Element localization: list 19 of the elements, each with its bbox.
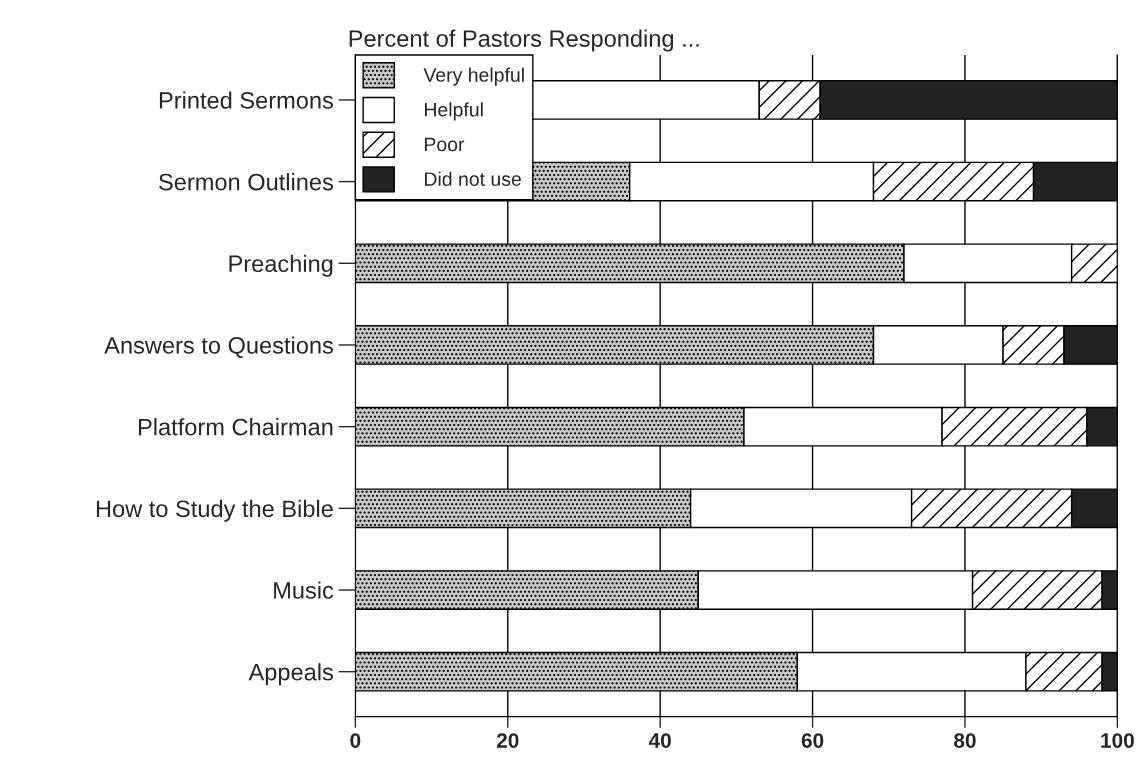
- legend-label: Did not use: [425, 171, 521, 186]
- legend-label: Helpful: [425, 102, 483, 121]
- y-tick-label: Music: [274, 581, 334, 599]
- y-tick-label: Answers to Questions: [104, 336, 333, 358]
- y-tick-label: Platform Chairman: [138, 418, 333, 436]
- legend-label: Very helpful: [423, 67, 524, 86]
- x-tick-label: 40: [648, 733, 671, 748]
- x-tick-label: 0: [350, 733, 361, 748]
- y-tick-label: Printed Sermons: [159, 91, 333, 109]
- y-tick-label: Sermon Outlines: [159, 173, 333, 191]
- y-tick-label: Appeals: [248, 663, 333, 686]
- chart-title: Percent of Pastors Responding ...: [349, 29, 699, 52]
- y-tick-label: How to Study the Bible: [96, 499, 333, 522]
- x-tick-label: 100: [1101, 733, 1134, 748]
- y-tick-label: Preaching: [229, 254, 333, 277]
- x-tick-label: 60: [801, 733, 824, 748]
- x-tick-label: 20: [496, 733, 519, 748]
- legend-label: Poor: [425, 137, 465, 152]
- x-tick-label: 80: [954, 733, 976, 748]
